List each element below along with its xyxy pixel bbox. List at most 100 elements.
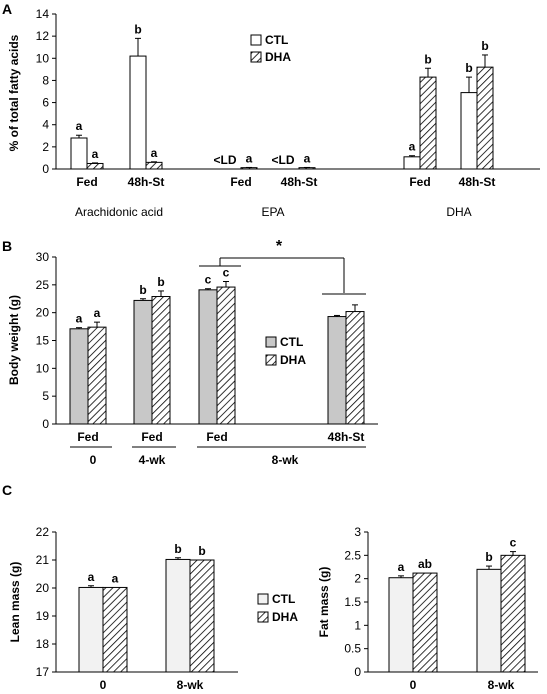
panel-c-lean-bar-ctl bbox=[165, 558, 191, 673]
panel-a-bar-ctl bbox=[460, 92, 478, 170]
panel-a-y-tick-label: 10 bbox=[36, 51, 50, 65]
panel-a-legend-ctl-label: CTL bbox=[265, 33, 288, 47]
panel-a-legend-dha-label: DHA bbox=[265, 50, 291, 64]
panel-c-fat-significance-letter: c bbox=[510, 536, 517, 550]
panel-a-group-dha: DHA bbox=[446, 205, 471, 219]
panel-b-y-tick-label: 0 bbox=[42, 417, 49, 431]
panel-a-significance-letter: b bbox=[465, 61, 472, 75]
panel-c-lean-y-tick-label: 21 bbox=[36, 553, 50, 567]
panel-c-fat-significance-letter: ab bbox=[418, 557, 432, 571]
panel-a-significance-letter: a bbox=[76, 119, 83, 133]
panel-c-lean-category-label: 0 bbox=[100, 678, 107, 692]
panel-c-lean-category-label: 8-wk bbox=[177, 678, 204, 692]
panel-b-significance-letter: b bbox=[157, 275, 164, 289]
panel-b-category-label: Fed bbox=[206, 430, 227, 444]
panel-a-category-label: Fed bbox=[230, 175, 251, 189]
panel-c-fat-ylabel: Fat mass (g) bbox=[317, 567, 331, 638]
panel-c-fat-y-tick-label: 0.5 bbox=[344, 642, 361, 656]
panel-b-bar-dha bbox=[345, 311, 365, 425]
panel-b-significance-letter: b bbox=[139, 283, 146, 297]
panel-c-fat-bar-ctl bbox=[476, 568, 502, 673]
panel-label-b: B bbox=[2, 238, 12, 254]
panel-a-category-label: 48h-St bbox=[459, 175, 496, 189]
panel-b-y-tick-label: 15 bbox=[36, 334, 50, 348]
panel-a-significance-letter: <LD bbox=[213, 153, 236, 167]
panel-b-y-tick-label: 10 bbox=[36, 361, 50, 375]
panel-c-lean-significance-letter: b bbox=[174, 542, 181, 556]
panel-a-significance-letter: a bbox=[92, 147, 99, 161]
panel-a-legend-dha-swatch bbox=[250, 51, 262, 63]
panel-a-bar-ctl bbox=[70, 137, 88, 170]
panel-a-bar-dha bbox=[419, 76, 437, 170]
panel-c-fat-y-tick-label: 2.5 bbox=[344, 548, 361, 562]
panel-a-y-tick-label: 2 bbox=[42, 140, 49, 154]
panel-a-y-tick-label: 8 bbox=[42, 73, 49, 87]
panel-a-group-arachidonic: Arachidonic acid bbox=[75, 205, 163, 219]
panel-b-time-4wk: 4-wk bbox=[139, 453, 166, 467]
panel-c-lean-significance-letter: a bbox=[112, 571, 119, 585]
panel-b-y-tick-label: 20 bbox=[36, 306, 50, 320]
panel-b-legend-dha-label: DHA bbox=[280, 353, 306, 367]
panel-a-bar-ctl bbox=[129, 55, 147, 170]
panel-c-lean-y-tick-label: 22 bbox=[36, 525, 50, 539]
panel-c-fat-category-label: 8-wk bbox=[488, 678, 515, 692]
panel-c-legend-ctl-label: CTL bbox=[272, 592, 295, 606]
panel-c-lean-y-tick-label: 17 bbox=[36, 665, 50, 679]
panel-b-bar-ctl bbox=[198, 289, 218, 425]
panel-c-lean-bar-dha bbox=[102, 586, 128, 673]
panel-a-y-tick-label: 12 bbox=[36, 29, 50, 43]
panel-a-bar-ctl bbox=[403, 156, 421, 170]
panel-b-y-tick-label: 30 bbox=[36, 250, 50, 264]
panel-b-y-tick-label: 5 bbox=[42, 389, 49, 403]
panel-c-fat-significance-letter: a bbox=[398, 560, 405, 574]
panel-c-lean-significance-letter: a bbox=[88, 570, 95, 584]
panel-b-bar-dha bbox=[216, 286, 236, 425]
panel-c-legend-dha-label: DHA bbox=[272, 610, 298, 624]
panel-c-lean-ylabel: Lean mass (g) bbox=[8, 562, 22, 643]
panel-a-category-label: 48h-St bbox=[281, 175, 318, 189]
panel-c-fat-y-tick-label: 1 bbox=[354, 618, 361, 632]
panel-b-bar-ctl bbox=[327, 316, 347, 425]
panel-a-legend-ctl-swatch bbox=[250, 34, 262, 46]
panel-b-time-0: 0 bbox=[90, 453, 97, 467]
panel-c-fat-bar-dha bbox=[500, 554, 526, 673]
panel-b-significance: * bbox=[276, 238, 283, 255]
panel-a-y-tick-label: 6 bbox=[42, 96, 49, 110]
panel-b-legend-ctl-label: CTL bbox=[280, 335, 303, 349]
panel-b-significance-letter: c bbox=[223, 265, 230, 279]
panel-c-fat-y-tick-label: 2 bbox=[354, 572, 361, 586]
panel-b-significance-letter: a bbox=[94, 306, 101, 320]
panel-a-significance-letter: a bbox=[409, 140, 416, 154]
panel-b-bar-dha bbox=[151, 296, 171, 425]
panel-b-significance-letter: a bbox=[76, 312, 83, 326]
panel-c-lean-y-tick-label: 20 bbox=[36, 581, 50, 595]
panel-a-category-label: Fed bbox=[76, 175, 97, 189]
panel-a-y-tick-label: 14 bbox=[36, 7, 50, 21]
panel-a-significance-letter: b bbox=[424, 52, 431, 66]
panel-a-group-epa: EPA bbox=[261, 205, 284, 219]
panel-c-fat-bar-ctl bbox=[388, 577, 414, 673]
panel-b-legend-dha-swatch bbox=[265, 354, 277, 366]
panel-c-lean-y-tick-label: 19 bbox=[36, 609, 50, 623]
panel-b-category-label: 48h-St bbox=[328, 430, 365, 444]
panel-c-fat-bar-dha bbox=[412, 572, 438, 673]
panel-c-fat-y-tick-label: 1.5 bbox=[344, 595, 361, 609]
panel-b-time-8wk: 8-wk bbox=[272, 453, 299, 467]
panel-c-lean-significance-letter: b bbox=[198, 544, 205, 558]
panel-a-significance-letter: <LD bbox=[271, 153, 294, 167]
panel-c-fat-y-tick-label: 3 bbox=[354, 525, 361, 539]
panel-a-bar-dha bbox=[145, 161, 163, 170]
panel-a-bar-dha bbox=[476, 66, 494, 170]
panel-b-legend-ctl-swatch bbox=[265, 336, 277, 348]
panel-a-category-label: Fed bbox=[409, 175, 430, 189]
panel-b-significance-letter: c bbox=[205, 273, 212, 287]
panel-c-fat-category-label: 0 bbox=[410, 678, 417, 692]
panel-a-y-tick-label: 4 bbox=[42, 118, 49, 132]
panel-a-significance-letter: b bbox=[481, 39, 488, 53]
panel-c-fat-significance-letter: b bbox=[485, 550, 492, 564]
panel-label-c: C bbox=[2, 482, 12, 498]
panel-c-legend-dha-swatch bbox=[257, 611, 269, 623]
panel-b-ylabel: Body weight (g) bbox=[7, 295, 21, 385]
panel-c-lean-y-tick-label: 18 bbox=[36, 637, 50, 651]
